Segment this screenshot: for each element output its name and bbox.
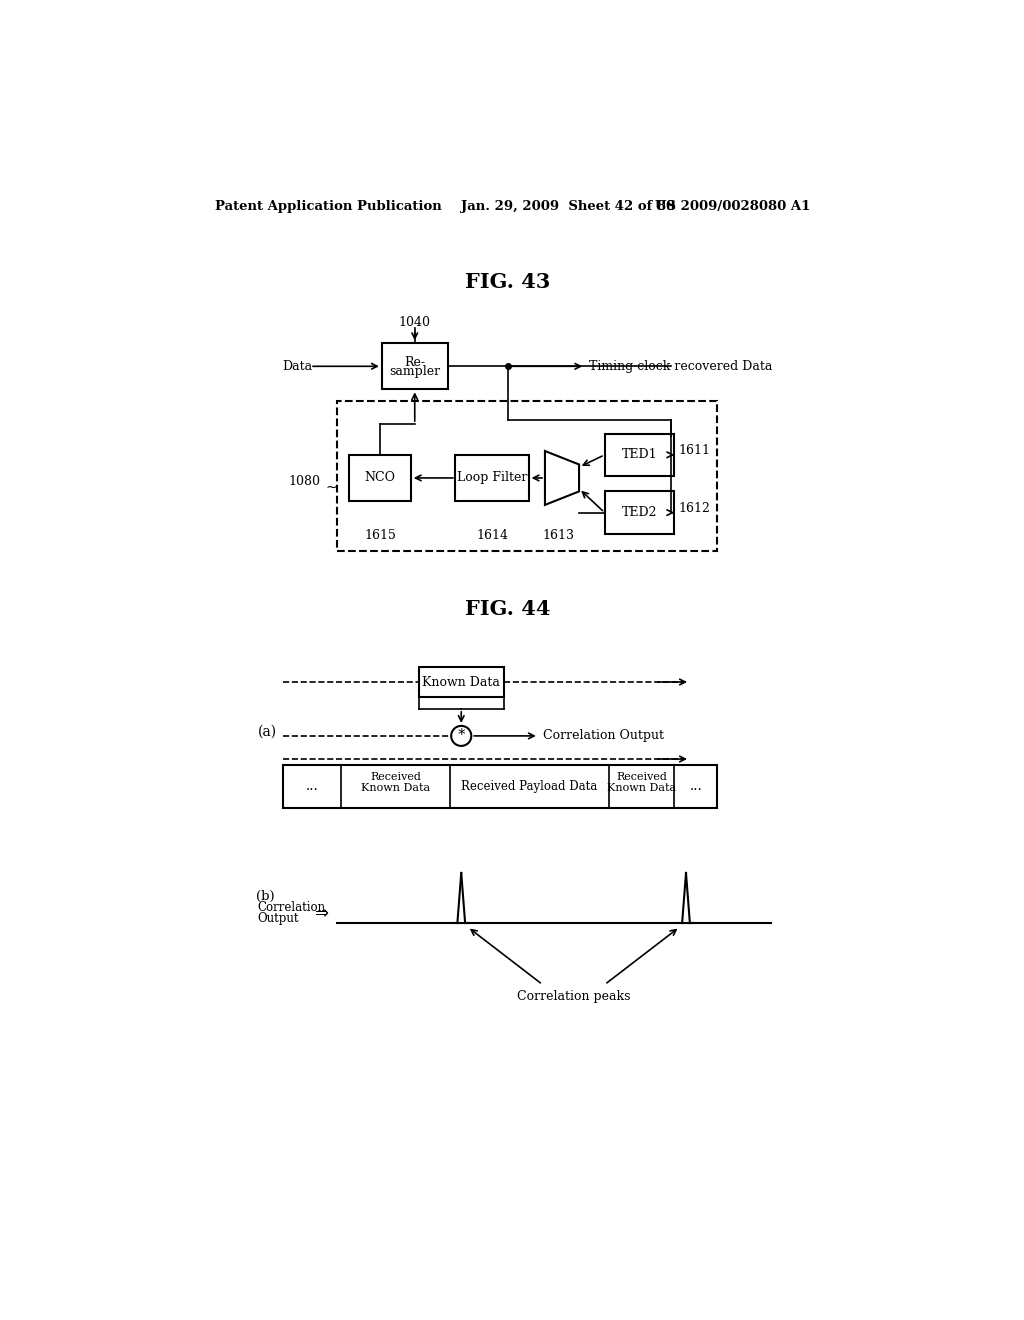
Text: TED2: TED2 xyxy=(622,506,657,519)
Text: US 2009/0028080 A1: US 2009/0028080 A1 xyxy=(655,199,810,213)
Text: Correlation peaks: Correlation peaks xyxy=(517,990,631,1003)
Text: FIG. 43: FIG. 43 xyxy=(465,272,551,292)
Bar xyxy=(382,343,447,389)
Text: ...: ... xyxy=(689,779,702,793)
Bar xyxy=(349,455,411,502)
Text: Received
Known Data: Received Known Data xyxy=(360,772,430,793)
Text: ⇒: ⇒ xyxy=(314,904,328,921)
Text: Correlation: Correlation xyxy=(257,902,326,915)
Bar xyxy=(604,434,675,477)
Text: 1615: 1615 xyxy=(364,529,396,543)
Text: Known Data: Known Data xyxy=(422,676,500,689)
Text: 1612: 1612 xyxy=(678,502,710,515)
Text: Re-: Re- xyxy=(404,356,425,370)
Text: sampler: sampler xyxy=(389,366,440,379)
Text: Loop Filter: Loop Filter xyxy=(457,471,527,484)
Text: TED1: TED1 xyxy=(622,449,657,462)
Text: Correlation Output: Correlation Output xyxy=(543,730,664,742)
Text: Data: Data xyxy=(282,360,312,372)
Text: 1040: 1040 xyxy=(398,315,431,329)
Text: 1614: 1614 xyxy=(476,529,508,543)
Text: Patent Application Publication: Patent Application Publication xyxy=(215,199,441,213)
Bar xyxy=(337,401,717,552)
Text: Received Payload Data: Received Payload Data xyxy=(461,780,597,793)
Bar xyxy=(604,491,675,533)
Text: Received
Known Data: Received Known Data xyxy=(607,772,676,793)
Text: Timing clock recovered Data: Timing clock recovered Data xyxy=(589,360,772,372)
Text: ~: ~ xyxy=(326,480,337,495)
Text: Output: Output xyxy=(257,912,299,925)
Text: NCO: NCO xyxy=(365,471,395,484)
Text: (b): (b) xyxy=(256,890,274,903)
Bar xyxy=(419,667,504,697)
Bar xyxy=(456,455,529,502)
Polygon shape xyxy=(545,451,579,506)
Text: FIG. 44: FIG. 44 xyxy=(465,599,551,619)
Text: 1080: 1080 xyxy=(288,475,321,488)
Bar xyxy=(283,766,717,808)
Text: Jan. 29, 2009  Sheet 42 of 80: Jan. 29, 2009 Sheet 42 of 80 xyxy=(461,199,676,213)
Text: 1613: 1613 xyxy=(542,529,574,543)
Text: ...: ... xyxy=(306,779,318,793)
Text: (a): (a) xyxy=(258,725,278,739)
Text: *: * xyxy=(458,729,465,743)
Text: 1611: 1611 xyxy=(678,445,711,458)
